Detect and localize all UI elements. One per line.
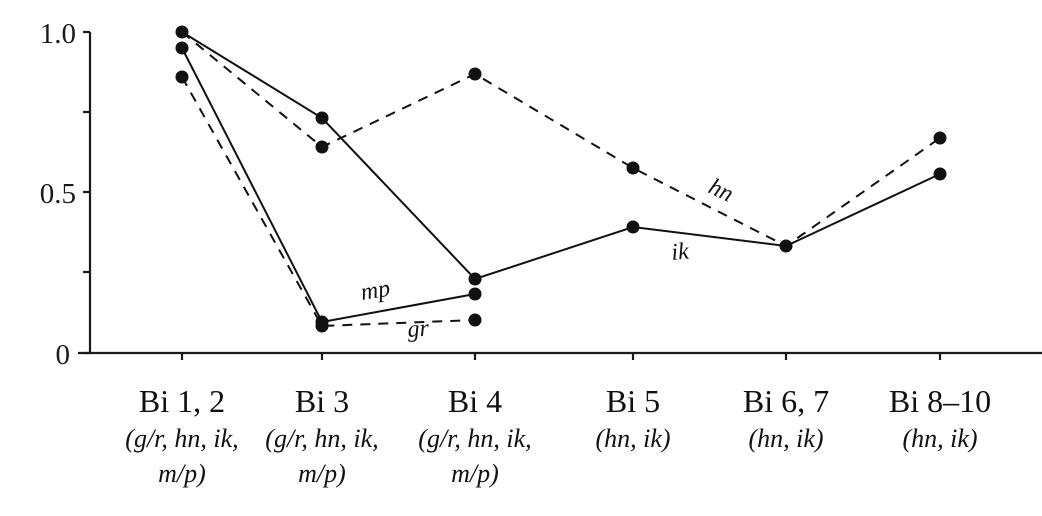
svg-text:Bi 6, 7: Bi 6, 7 bbox=[743, 383, 829, 419]
svg-text:Bi 8–10: Bi 8–10 bbox=[889, 383, 991, 419]
svg-text:ik: ik bbox=[670, 239, 690, 266]
svg-text:m/p): m/p) bbox=[451, 459, 499, 488]
svg-text:0.5: 0.5 bbox=[40, 178, 76, 210]
svg-text:Bi 1, 2: Bi 1, 2 bbox=[139, 383, 225, 419]
svg-text:m/p): m/p) bbox=[298, 459, 346, 488]
svg-text:(g/r, hn, ik,: (g/r, hn, ik, bbox=[418, 424, 531, 453]
svg-text:1.0: 1.0 bbox=[40, 18, 76, 50]
svg-text:m/p): m/p) bbox=[158, 459, 206, 488]
svg-text:Bi 4: Bi 4 bbox=[448, 383, 502, 419]
svg-text:(hn, ik): (hn, ik) bbox=[748, 424, 823, 453]
svg-text:0: 0 bbox=[56, 339, 71, 371]
svg-text:(hn, ik): (hn, ik) bbox=[902, 424, 977, 453]
svg-text:(g/r, hn, ik,: (g/r, hn, ik, bbox=[265, 424, 378, 453]
svg-text:gr: gr bbox=[407, 316, 431, 343]
svg-text:(hn, ik): (hn, ik) bbox=[595, 424, 670, 453]
svg-text:Bi 5: Bi 5 bbox=[606, 383, 660, 419]
svg-text:hn: hn bbox=[704, 174, 737, 208]
svg-text:Bi 3: Bi 3 bbox=[295, 383, 349, 419]
svg-text:mp: mp bbox=[359, 276, 392, 306]
svg-text:(g/r, hn, ik,: (g/r, hn, ik, bbox=[125, 424, 238, 453]
